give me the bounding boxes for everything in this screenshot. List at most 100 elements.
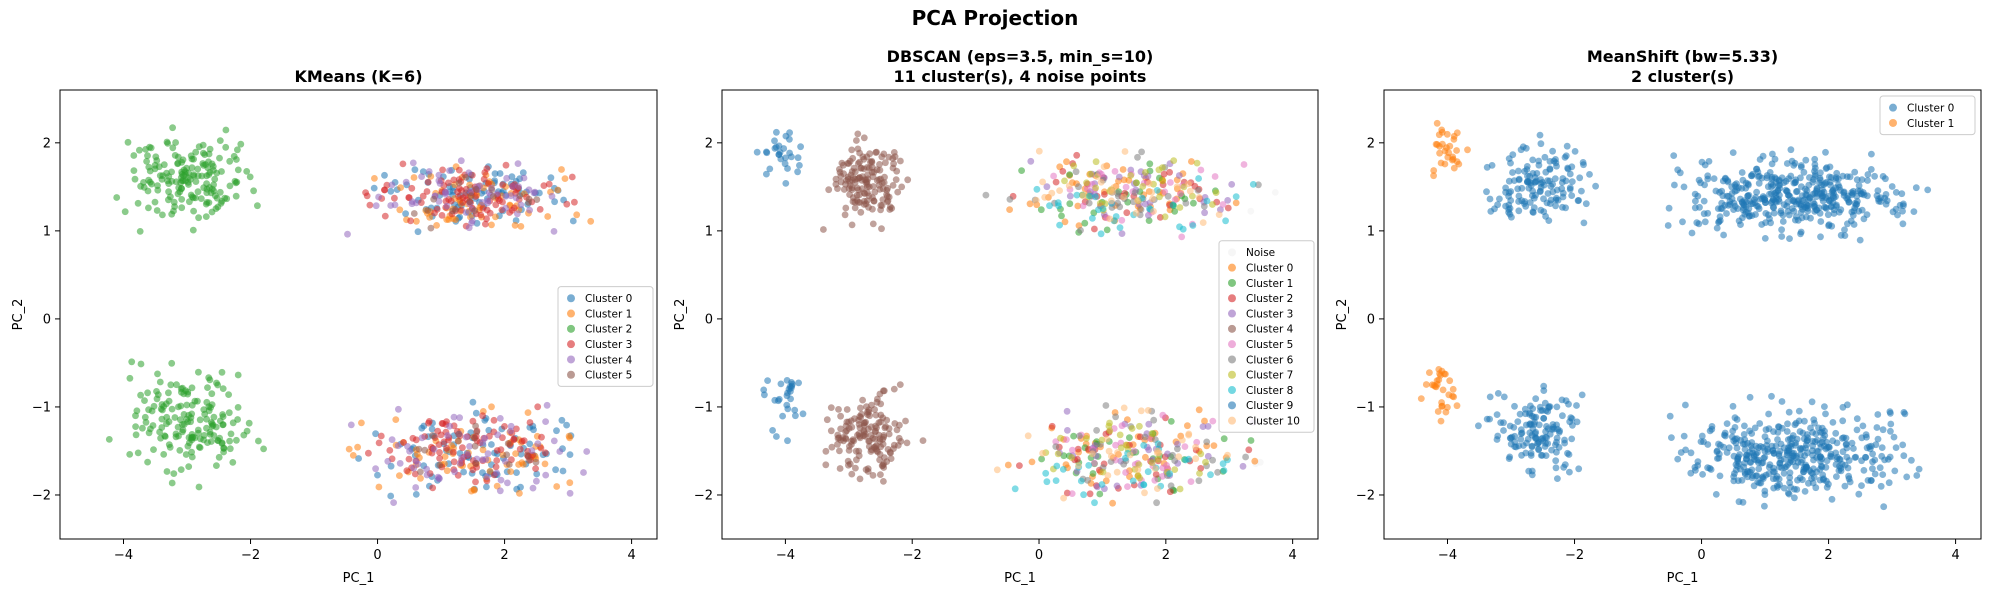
point-cluster-1 bbox=[1220, 435, 1228, 443]
point-cluster-2 bbox=[174, 423, 182, 431]
point-cluster-5 bbox=[427, 224, 435, 232]
point-cluster-0 bbox=[1540, 382, 1548, 390]
point-cluster-0 bbox=[1869, 465, 1876, 472]
point-cluster-4 bbox=[862, 466, 870, 473]
point-cluster-0 bbox=[1546, 158, 1554, 165]
point-cluster-8 bbox=[1116, 224, 1124, 232]
point-cluster-0 bbox=[1748, 172, 1756, 180]
point-cluster-4 bbox=[876, 456, 883, 464]
point-cluster-4 bbox=[840, 161, 847, 169]
point-cluster-4 bbox=[497, 476, 505, 484]
point-cluster-1 bbox=[1171, 208, 1179, 215]
point-cluster-4 bbox=[837, 412, 844, 420]
point-cluster-7 bbox=[1148, 459, 1156, 466]
point-cluster-4 bbox=[529, 484, 537, 492]
legend-marker bbox=[567, 370, 575, 379]
point-cluster-2 bbox=[215, 453, 223, 461]
point-cluster-1 bbox=[443, 467, 451, 475]
point-cluster-1 bbox=[488, 221, 495, 229]
point-cluster-4 bbox=[858, 185, 866, 193]
point-cluster-2 bbox=[183, 401, 191, 409]
point-cluster-0 bbox=[479, 469, 486, 477]
point-cluster-1 bbox=[1449, 385, 1457, 393]
point-cluster-0 bbox=[1829, 419, 1837, 426]
point-cluster-4 bbox=[388, 436, 396, 443]
point-cluster-2 bbox=[216, 154, 223, 162]
point-cluster-1 bbox=[410, 174, 418, 181]
point-cluster-4 bbox=[849, 177, 856, 184]
point-cluster-10 bbox=[1089, 450, 1096, 458]
point-cluster-0 bbox=[1857, 190, 1865, 198]
point-cluster-4 bbox=[892, 176, 900, 184]
point-cluster-5 bbox=[532, 458, 540, 466]
point-cluster-0 bbox=[1823, 164, 1831, 172]
point-cluster-0 bbox=[1531, 430, 1539, 437]
point-cluster-7 bbox=[1054, 450, 1062, 458]
point-cluster-1 bbox=[1167, 418, 1175, 425]
point-cluster-2 bbox=[189, 226, 197, 234]
point-cluster-0 bbox=[1671, 181, 1678, 189]
point-cluster-2 bbox=[1091, 225, 1098, 233]
point-cluster-0 bbox=[1810, 176, 1817, 183]
point-cluster-0 bbox=[1829, 437, 1837, 445]
point-cluster-1 bbox=[516, 489, 523, 497]
x-tick-label: 4 bbox=[627, 548, 635, 563]
point-cluster-0 bbox=[1518, 451, 1525, 459]
point-cluster-2 bbox=[137, 391, 145, 399]
point-cluster-10 bbox=[1100, 163, 1108, 171]
point-cluster-2 bbox=[169, 144, 177, 152]
point-cluster-7 bbox=[1193, 159, 1201, 167]
point-cluster-5 bbox=[415, 445, 423, 453]
point-cluster-1 bbox=[471, 486, 478, 494]
point-cluster-0 bbox=[1778, 424, 1786, 432]
point-cluster-10 bbox=[1113, 468, 1121, 476]
point-cluster-2 bbox=[165, 188, 173, 196]
point-cluster-6 bbox=[1134, 153, 1141, 161]
point-cluster-0 bbox=[1700, 197, 1708, 205]
point-cluster-0 bbox=[1769, 475, 1777, 483]
point-cluster-2 bbox=[185, 463, 193, 470]
point-cluster-0 bbox=[387, 492, 395, 500]
point-cluster-6 bbox=[1167, 482, 1175, 490]
point-cluster-4 bbox=[550, 437, 558, 445]
point-cluster-9 bbox=[792, 412, 799, 420]
point-cluster-6 bbox=[1116, 203, 1124, 211]
point-cluster-3 bbox=[436, 454, 443, 462]
point-cluster-1 bbox=[566, 479, 574, 487]
x-tick-label: 0 bbox=[1035, 548, 1043, 563]
point-cluster-0 bbox=[1723, 420, 1731, 427]
point-cluster-0 bbox=[1862, 431, 1870, 439]
point-cluster-0 bbox=[1808, 475, 1815, 482]
y-tick-label: 0 bbox=[43, 312, 51, 327]
point-cluster-4 bbox=[866, 150, 874, 158]
point-cluster-4 bbox=[372, 465, 379, 473]
point-cluster-0 bbox=[1475, 422, 1482, 430]
point-cluster-3 bbox=[1118, 230, 1126, 238]
point-cluster-0 bbox=[1873, 424, 1881, 431]
point-cluster-9 bbox=[763, 170, 770, 178]
point-cluster-0 bbox=[1142, 453, 1149, 461]
point-cluster-3 bbox=[450, 448, 457, 456]
point-cluster-0 bbox=[1898, 190, 1906, 198]
point-cluster-3 bbox=[571, 198, 578, 206]
y-tick-label: 0 bbox=[705, 312, 713, 327]
point-cluster-4 bbox=[854, 130, 862, 138]
point-cluster-4 bbox=[822, 461, 830, 469]
point-cluster-2 bbox=[1016, 462, 1023, 469]
point-cluster-4 bbox=[890, 441, 898, 449]
point-cluster-10 bbox=[1121, 148, 1129, 155]
point-cluster-0 bbox=[1670, 152, 1678, 160]
point-cluster-4 bbox=[878, 202, 886, 210]
point-cluster-0 bbox=[1768, 183, 1775, 191]
point-cluster-1 bbox=[517, 223, 525, 230]
point-cluster-0 bbox=[1521, 167, 1528, 175]
point-cluster-0 bbox=[1762, 219, 1769, 227]
point-cluster-0 bbox=[566, 451, 574, 458]
point-cluster-0 bbox=[1818, 463, 1826, 471]
point-cluster-4 bbox=[869, 194, 876, 202]
point-cluster-0 bbox=[1853, 176, 1861, 184]
x-tick-label: 2 bbox=[500, 548, 508, 563]
point-cluster-2 bbox=[1152, 471, 1160, 478]
point-cluster-0 bbox=[1201, 417, 1208, 425]
point-cluster-0 bbox=[1784, 420, 1791, 428]
